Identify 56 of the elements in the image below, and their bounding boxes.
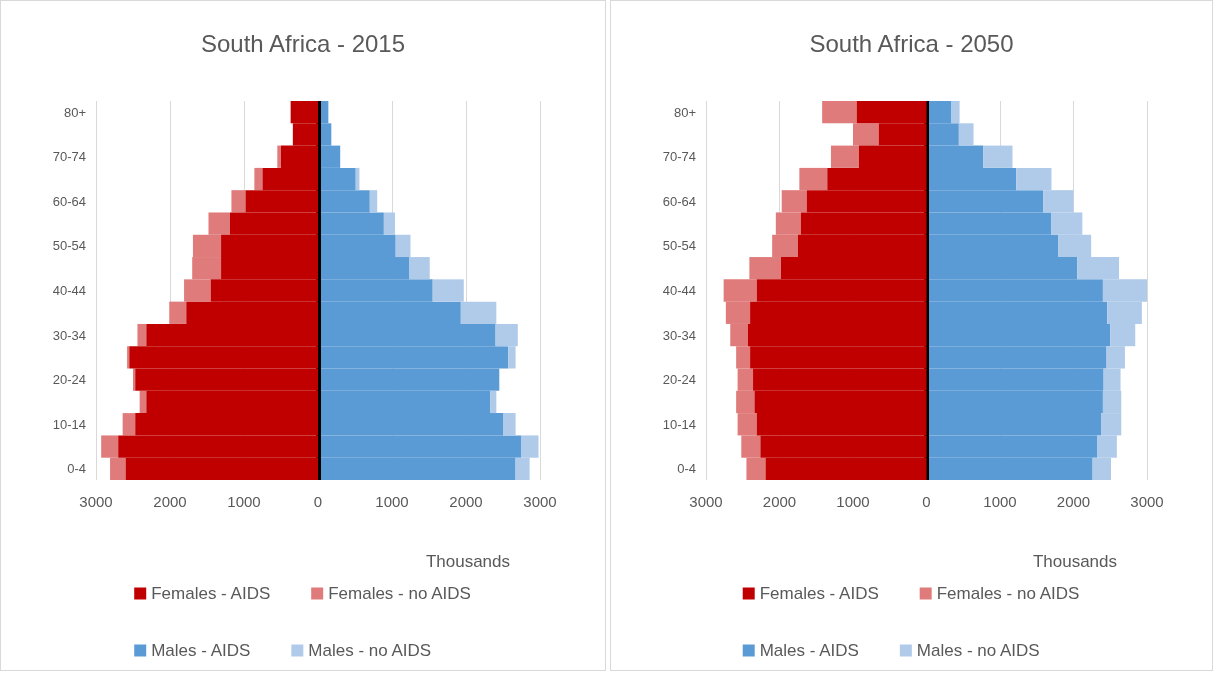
x-tick-label: 0 xyxy=(313,493,323,510)
legend-label: Males - AIDS xyxy=(151,641,251,660)
y-tick-label: 10-14 xyxy=(662,416,696,432)
x-tick-label: 2000 xyxy=(762,493,797,510)
bar xyxy=(127,346,130,369)
bar xyxy=(277,145,281,168)
x-tick-label: 1000 xyxy=(983,493,1017,510)
x-tick-label: 3000 xyxy=(689,493,723,510)
x-tick-label: 1000 xyxy=(375,493,409,510)
y-tick-label: 0-4 xyxy=(67,461,86,477)
chart-title: South Africa - 2050 xyxy=(809,29,1014,57)
x-tick-label: 2000 xyxy=(449,493,483,510)
y-tick-label: 50-54 xyxy=(52,238,86,254)
y-tick-label: 60-64 xyxy=(662,193,696,209)
bar xyxy=(254,167,263,191)
y-tick-label: 0-4 xyxy=(677,461,696,477)
y-tick-label: 10-14 xyxy=(52,416,86,432)
x-axis-title: Thousands xyxy=(425,552,511,571)
legend-label: Males - no AIDS xyxy=(916,641,1040,660)
y-tick-label: 70-74 xyxy=(662,149,696,165)
legend-label: Females - no AIDS xyxy=(328,584,471,603)
y-tick-label: 80+ xyxy=(673,104,696,120)
x-tick-label: 0 xyxy=(922,493,931,510)
x-tick-label: 2000 xyxy=(1056,493,1091,510)
y-tick-label: 40-44 xyxy=(662,283,696,298)
bar xyxy=(369,190,378,213)
x-tick-label: 3000 xyxy=(523,493,557,510)
bar xyxy=(137,323,147,347)
y-tick-label: 70-74 xyxy=(52,149,86,165)
x-axis-title: Thousands xyxy=(1032,552,1118,571)
x-tick-label: 3000 xyxy=(1130,493,1164,510)
y-tick-label: 30-34 xyxy=(52,327,86,343)
bar xyxy=(983,145,1013,168)
x-tick-label: 1000 xyxy=(836,493,870,510)
y-tick-label: 50-54 xyxy=(662,238,696,254)
y-tick-label: 20-24 xyxy=(52,372,86,388)
bar xyxy=(133,368,136,391)
y-tick-label: 40-44 xyxy=(52,283,86,298)
x-tick-label: 3000 xyxy=(79,493,113,510)
bar xyxy=(503,413,516,436)
bar xyxy=(231,190,246,213)
legend-label: Males - no AIDS xyxy=(308,641,432,660)
bar xyxy=(122,413,136,436)
y-tick-label: 30-34 xyxy=(662,327,696,343)
bar xyxy=(490,390,497,414)
chart-title: South Africa - 2015 xyxy=(200,29,406,57)
y-tick-label: 60-64 xyxy=(52,193,86,209)
legend-label: Males - AIDS xyxy=(759,641,859,660)
legend-label: Females - no AIDS xyxy=(936,584,1080,603)
y-tick-label: 80+ xyxy=(63,104,86,120)
x-tick-label: 2000 xyxy=(153,493,187,510)
legend-label: Females - AIDS xyxy=(151,584,271,603)
legend-label: Females - AIDS xyxy=(759,584,879,603)
bar xyxy=(383,212,395,235)
y-tick-label: 20-24 xyxy=(662,372,696,388)
x-tick-label: 1000 xyxy=(227,493,261,510)
